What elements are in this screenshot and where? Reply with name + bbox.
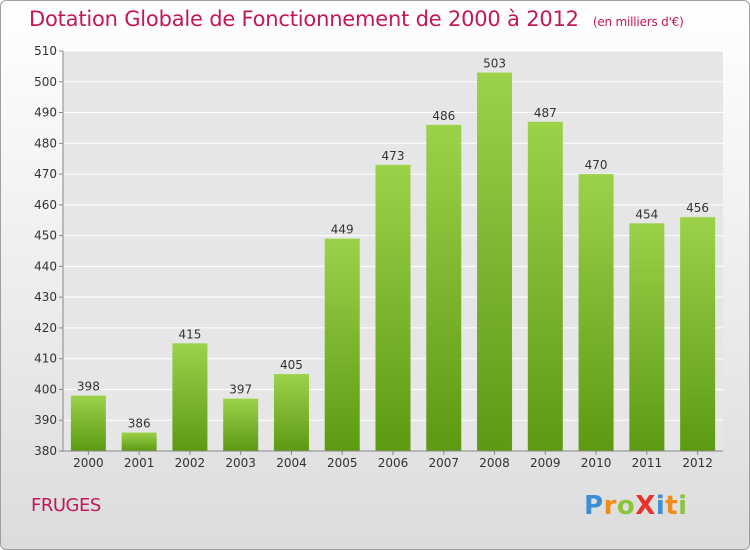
x-tick-label: 2006 — [378, 456, 409, 470]
bars — [70, 72, 716, 452]
brand-letter: t — [665, 491, 679, 521]
bar — [223, 398, 259, 451]
data-label: 473 — [382, 149, 405, 163]
x-tick-label: 2008 — [479, 456, 510, 470]
bar — [477, 72, 513, 452]
x-tick-label: 2012 — [682, 456, 713, 470]
y-tick-label: 390 — [34, 413, 57, 427]
x-tick-label: 2005 — [327, 456, 358, 470]
brand-letter: r — [603, 491, 617, 521]
y-tick-label: 400 — [34, 382, 57, 396]
y-tick-label: 460 — [34, 198, 57, 212]
place-name: FRUGES — [31, 495, 101, 516]
x-tick-label: 2000 — [73, 456, 104, 470]
brand-letter: X — [635, 491, 656, 521]
y-tick-label: 490 — [34, 106, 57, 120]
y-tick-label: 410 — [34, 352, 57, 366]
x-tick-label: 2009 — [530, 456, 561, 470]
y-tick-label: 470 — [34, 167, 57, 181]
bar — [426, 124, 462, 451]
data-label: 415 — [178, 327, 201, 341]
data-label: 503 — [483, 57, 506, 71]
y-axis: 380 390 400 410 420 430 440 450 460 470 480 490 500 5… — [34, 44, 64, 458]
x-tick-label: 2003 — [225, 456, 256, 470]
x-tick-label: 2002 — [175, 456, 206, 470]
brand-letter: i — [678, 491, 688, 521]
data-label: 449 — [331, 223, 354, 237]
chart-title: Dotation Globale de Fonctionnement de 20… — [29, 7, 684, 31]
y-tick-label: 380 — [34, 444, 57, 458]
y-tick-label: 500 — [34, 75, 57, 89]
chart-unit: (en milliers d'€) — [592, 15, 684, 29]
data-label: 454 — [635, 207, 658, 221]
bar — [324, 238, 360, 451]
bar — [629, 223, 665, 451]
brand-letter: o — [616, 491, 636, 521]
data-label: 386 — [128, 417, 151, 431]
x-tick-label: 2001 — [124, 456, 155, 470]
x-tick-label: 2004 — [276, 456, 307, 470]
data-label: 397 — [229, 383, 252, 397]
bar — [527, 121, 563, 452]
bar — [172, 343, 208, 451]
y-tick-label: 420 — [34, 321, 57, 335]
brand-logo: ProXiti — [584, 491, 688, 521]
data-label: 470 — [585, 158, 608, 172]
bar — [121, 432, 157, 451]
y-tick-label: 480 — [34, 136, 57, 150]
bar — [680, 217, 716, 451]
bar — [578, 174, 614, 452]
brand-letter: i — [655, 491, 666, 521]
data-label: 405 — [280, 358, 303, 372]
bar — [70, 395, 106, 451]
data-label: 398 — [77, 380, 100, 394]
bar — [273, 374, 309, 451]
x-axis: 2000 2001 2002 2003 2004 2005 2006 2007 2008 2009… — [63, 450, 723, 470]
brand-letter: P — [584, 491, 604, 521]
y-tick-label: 510 — [34, 44, 57, 58]
y-tick-label: 450 — [34, 229, 57, 243]
data-label: 487 — [534, 106, 557, 120]
y-tick-label: 440 — [34, 259, 57, 273]
data-labels: 398 386 415 397 405 449 473 486 503 487 470 454 456 — [77, 57, 709, 431]
data-label: 456 — [686, 201, 709, 215]
bar — [375, 164, 411, 451]
y-tick-label: 430 — [34, 290, 57, 304]
x-tick-label: 2010 — [581, 456, 612, 470]
x-tick-label: 2011 — [632, 456, 663, 470]
chart-title-text: Dotation Globale de Fonctionnement de 20… — [29, 7, 579, 31]
x-tick-label: 2007 — [428, 456, 459, 470]
data-label: 486 — [432, 109, 455, 123]
